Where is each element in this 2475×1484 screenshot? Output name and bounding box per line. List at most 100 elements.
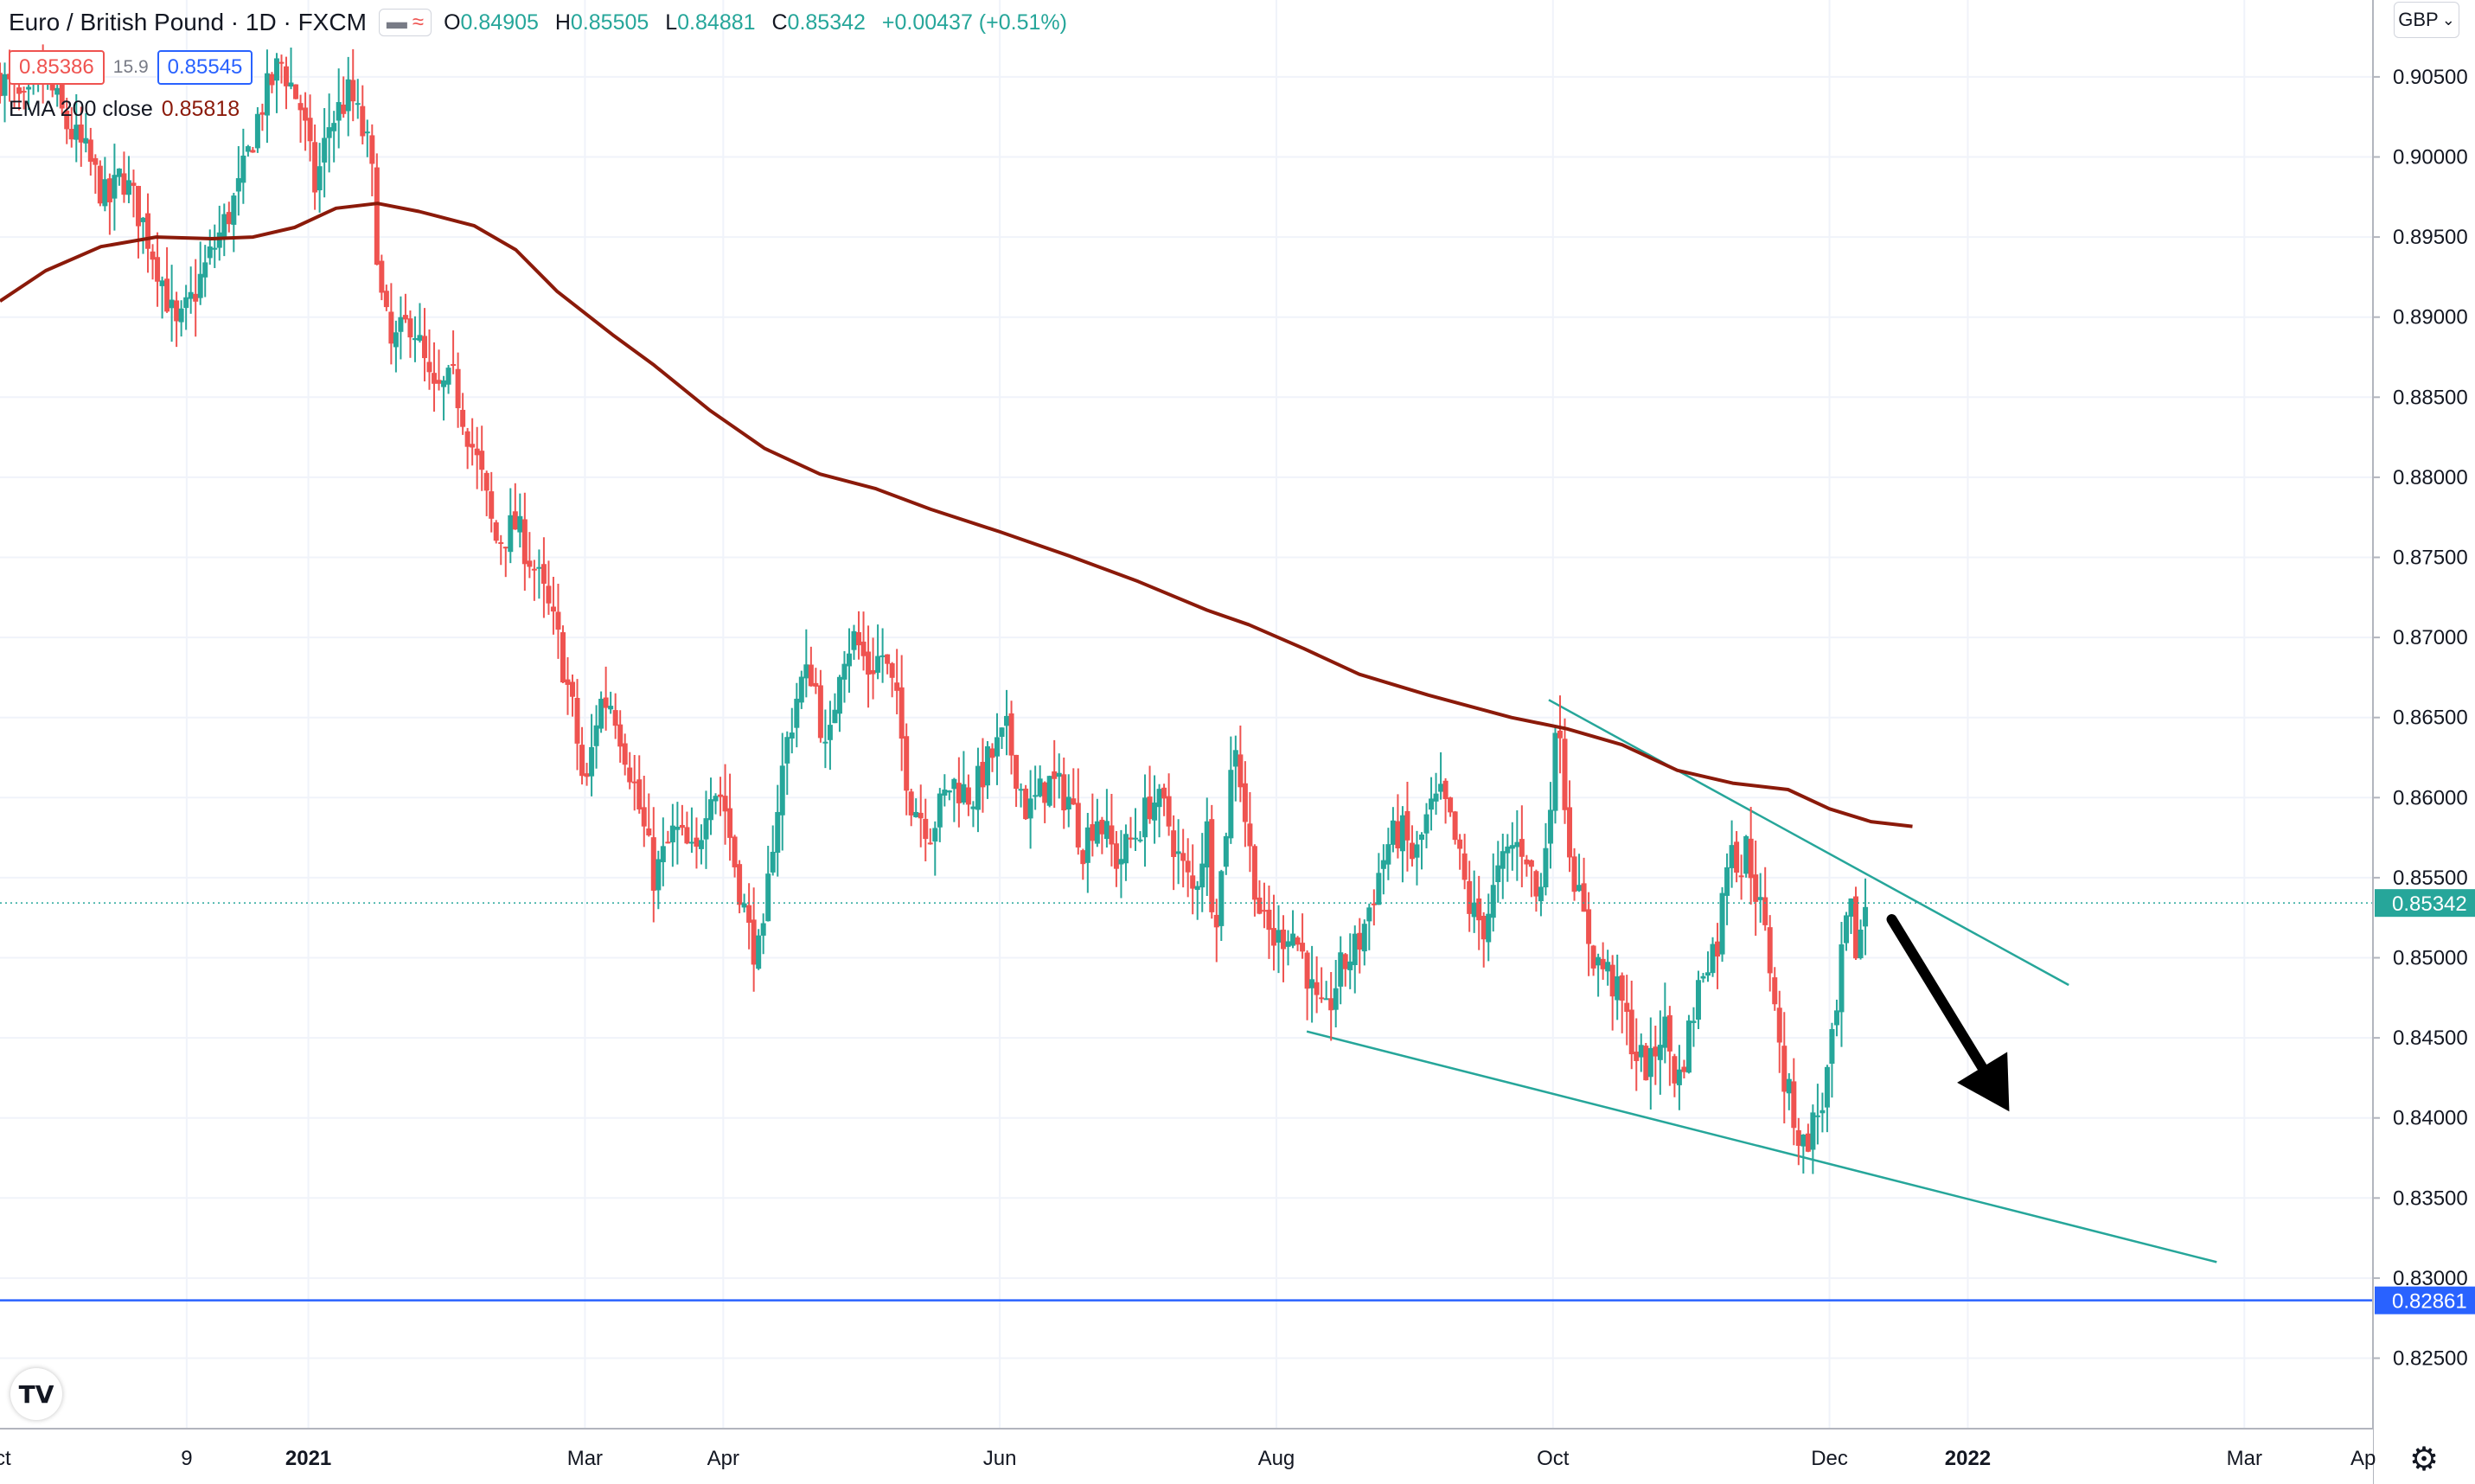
candle-body [388, 311, 394, 344]
candle-body [646, 828, 652, 835]
candle-body [1218, 871, 1225, 926]
candle-body [1113, 843, 1119, 869]
candle-body [402, 315, 408, 320]
time-tick-label: 9 [181, 1447, 192, 1470]
candle-body [464, 431, 470, 447]
candle-body [1514, 841, 1520, 848]
candle-body [1666, 1014, 1672, 1052]
candle-body [1858, 929, 1864, 959]
candle-body [1152, 803, 1158, 821]
candle-body [64, 110, 70, 130]
candle-body [1276, 930, 1282, 943]
candle-body [460, 409, 466, 427]
candle-body [155, 257, 161, 282]
wave-icon[interactable]: ≈ [412, 10, 425, 34]
candle-body [775, 811, 781, 854]
candle-body [1476, 898, 1482, 921]
candle-body [965, 787, 971, 805]
candle-body [679, 824, 685, 828]
candle-body [612, 710, 618, 726]
time-tick-label: 2021 [285, 1447, 331, 1470]
candle-body [722, 796, 728, 812]
candle-body [765, 873, 771, 922]
candle-body [16, 87, 22, 94]
minus-icon[interactable]: ▬ [386, 10, 407, 34]
candle-body [479, 451, 485, 470]
candle-body [1429, 798, 1435, 810]
chart-legend: Euro / British Pound · 1D · FXCM ▬ ≈ O0.… [9, 3, 1078, 122]
price-tick-label: 0.86500 [2393, 707, 2468, 730]
candle-body [885, 654, 891, 664]
indicator-value: 0.85818 [161, 97, 240, 121]
candle-body [364, 131, 370, 134]
candle-body [1833, 1010, 1839, 1026]
candle-body [432, 373, 438, 384]
candle-body [918, 812, 924, 819]
candle-body [1495, 865, 1501, 883]
candle-body [688, 841, 694, 844]
currency-button[interactable]: GBP ⌄ [2394, 2, 2459, 38]
tradingview-logo-icon[interactable]: TV [10, 1368, 62, 1420]
price-scale-background [2373, 0, 2475, 1484]
candle-body [1609, 964, 1615, 997]
candle-body [1281, 929, 1287, 950]
candle-body [1457, 839, 1463, 849]
candle-body [1323, 998, 1329, 1001]
candle-body [1194, 886, 1200, 890]
candle-body [1156, 789, 1162, 808]
candle-body [1819, 1110, 1826, 1114]
candle-body [560, 632, 566, 683]
candle-body [1319, 997, 1325, 1000]
candle-body [116, 168, 122, 177]
candle-body [1075, 803, 1081, 848]
close-value: 0.85342 [787, 10, 866, 35]
candle-body [383, 291, 389, 308]
candle-body [665, 841, 671, 844]
time-tick-label: Aug [1258, 1447, 1295, 1470]
candle-body [1729, 845, 1735, 868]
candle-body [135, 186, 141, 227]
candle-body [970, 806, 976, 809]
low-value: 0.84881 [677, 10, 756, 35]
sell-button[interactable]: 0.85386 [9, 50, 105, 85]
buy-button[interactable]: 0.85545 [157, 50, 253, 85]
candle-body [0, 73, 3, 97]
trendlines-group[interactable] [1306, 699, 2217, 1263]
candle-body [102, 179, 108, 207]
candle-body [1767, 927, 1773, 974]
candle-body [1380, 860, 1386, 869]
candle-body [1662, 1016, 1668, 1048]
candle-body [1147, 796, 1153, 820]
symbol-title[interactable]: Euro / British Pound · 1D · FXCM [9, 9, 367, 35]
candle-body [703, 818, 709, 840]
candle-body [1562, 739, 1568, 810]
annotation-arrow-group[interactable] [1886, 914, 2010, 1112]
indicator-legend[interactable]: EMA 200 close 0.85818 [9, 97, 1078, 122]
legend-controls[interactable]: ▬ ≈ [378, 9, 432, 36]
trendline-lower [1306, 1030, 2217, 1263]
candle-body [975, 765, 981, 810]
candle-body [946, 790, 952, 793]
candle-body [627, 767, 633, 783]
candle-body [1366, 907, 1372, 922]
gear-icon[interactable]: ⚙ [2408, 1441, 2440, 1478]
candle-body [574, 698, 580, 744]
last-price-tag [2375, 889, 2475, 918]
candle-body [1500, 851, 1506, 869]
candle-body [1590, 945, 1596, 969]
candle-body [1471, 902, 1477, 918]
currency-label: GBP [2398, 9, 2439, 30]
candle-body [1753, 874, 1759, 902]
candle-body [1685, 1020, 1692, 1073]
candle-body [798, 676, 804, 703]
candle-body [1628, 1009, 1634, 1055]
candle-body [259, 112, 265, 115]
candle-body [1071, 798, 1077, 805]
candle-body [527, 560, 533, 567]
time-scale-background [0, 1429, 2373, 1484]
candle-body [1204, 821, 1210, 868]
candle-body [1027, 798, 1033, 819]
candle-body [751, 919, 757, 965]
candle-body [68, 129, 74, 140]
